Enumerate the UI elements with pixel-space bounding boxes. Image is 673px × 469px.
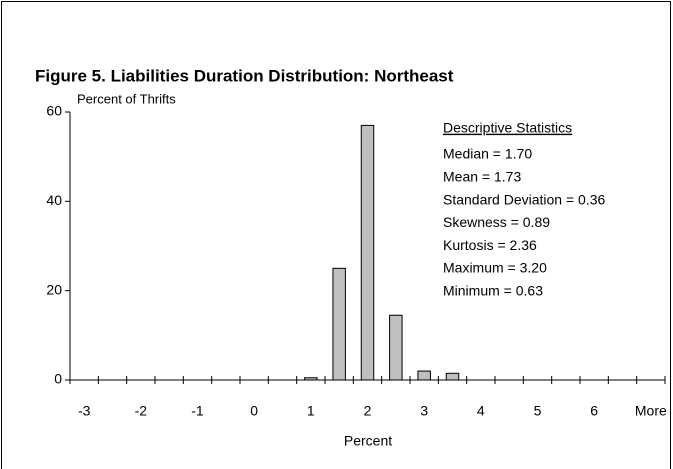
y-axis-label: Percent of Thrifts [77, 91, 176, 106]
x-tick-label: 5 [534, 403, 542, 419]
y-tick-label: 60 [46, 103, 62, 119]
stats-line: Median = 1.70 [443, 146, 532, 162]
stats-line: Mean = 1.73 [443, 169, 521, 185]
bar [332, 267, 346, 381]
x-tick-label: -1 [191, 403, 204, 419]
stats-line: Standard Deviation = 0.36 [443, 191, 605, 207]
x-tick-label: 2 [364, 403, 372, 419]
y-tick-label: 20 [46, 281, 62, 297]
stats-line: Minimum = 0.63 [443, 283, 543, 299]
bar [389, 314, 403, 381]
x-tick-label: 4 [477, 403, 485, 419]
x-tick-label: -2 [135, 403, 148, 419]
x-tick-label: 0 [250, 403, 258, 419]
chart-title: Figure 5. Liabilities Duration Distribut… [35, 66, 454, 85]
y-tick-label: 0 [54, 371, 62, 387]
stats-line: Maximum = 3.20 [443, 260, 547, 276]
x-tick-label: More [635, 403, 667, 419]
x-tick-label: -3 [78, 403, 91, 419]
stats-line: Kurtosis = 2.36 [443, 237, 537, 253]
y-tick-label: 40 [46, 192, 62, 208]
stats-line: Skewness = 0.89 [443, 214, 550, 230]
x-tick-label: 3 [420, 403, 428, 419]
stats-title: Descriptive Statistics [443, 120, 572, 136]
x-tick-label: 6 [590, 403, 598, 419]
bar [417, 370, 431, 381]
bar [304, 377, 318, 381]
bar [360, 124, 375, 381]
x-tick-label: 1 [307, 403, 315, 419]
bar [445, 372, 460, 381]
x-axis-label: Percent [344, 433, 392, 449]
